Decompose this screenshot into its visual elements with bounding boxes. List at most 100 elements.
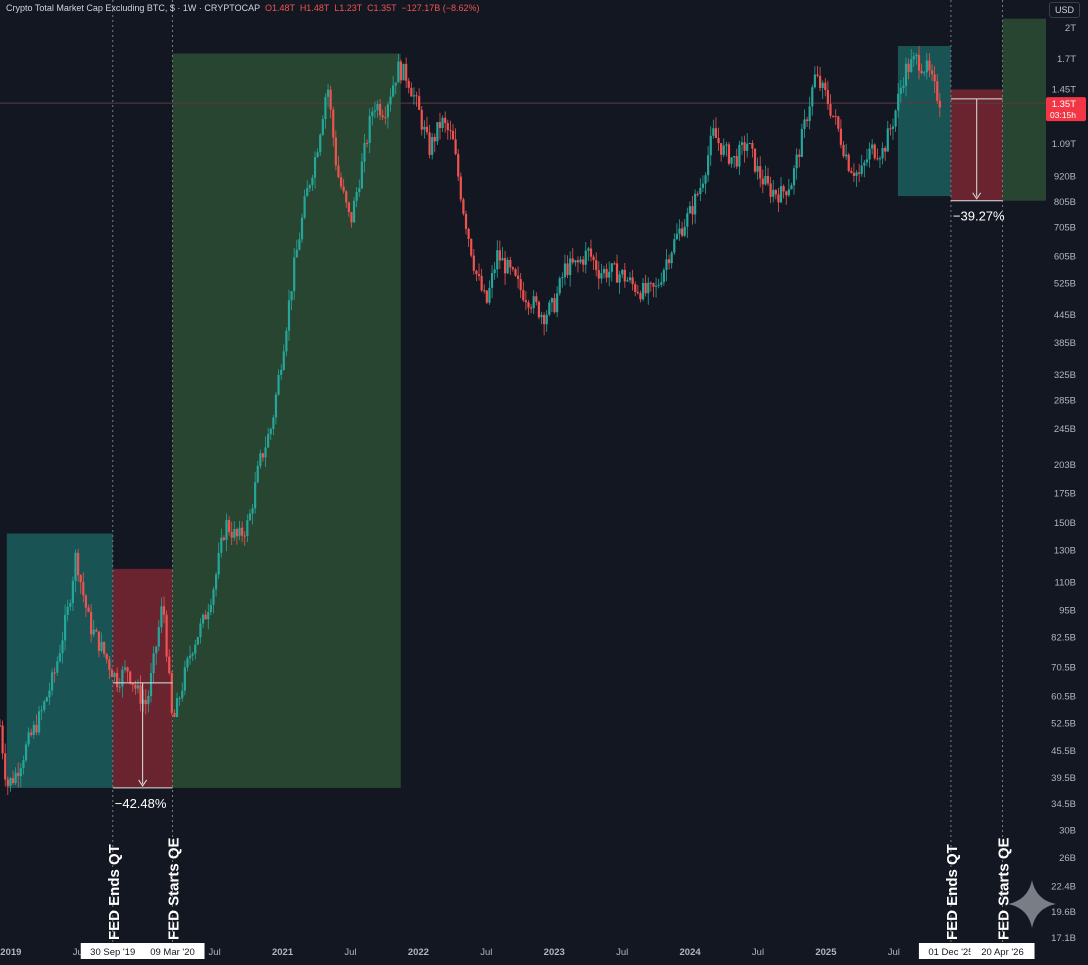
candle-body bbox=[766, 176, 770, 184]
candle-body bbox=[136, 685, 140, 689]
candle-body bbox=[691, 206, 694, 215]
candle-body bbox=[95, 629, 98, 632]
candle-body bbox=[186, 658, 189, 668]
candle-body bbox=[412, 95, 416, 97]
candle-body bbox=[329, 89, 332, 110]
candle-body bbox=[418, 96, 421, 110]
candle-body bbox=[214, 574, 218, 590]
candle-body bbox=[63, 614, 67, 641]
candle-body bbox=[514, 269, 517, 276]
candle-body bbox=[196, 637, 199, 645]
candle-body bbox=[376, 104, 379, 111]
candle-body bbox=[602, 268, 606, 274]
candle-body bbox=[910, 59, 913, 72]
price-tick-label: 445B bbox=[1054, 310, 1076, 321]
candle-body bbox=[772, 189, 775, 197]
candle-body bbox=[503, 258, 507, 274]
time-tick-label: Jul bbox=[344, 947, 356, 958]
candle-body bbox=[826, 90, 829, 105]
candle-body bbox=[787, 189, 790, 196]
candle-body bbox=[337, 165, 340, 178]
currency-button[interactable]: USD bbox=[1048, 2, 1080, 18]
current-price-tag bbox=[1046, 97, 1086, 122]
time-highlight-box bbox=[140, 943, 205, 959]
candle-body bbox=[58, 653, 61, 662]
time-axis: 2019 Jul 30 Sep '19 09 Mar '20 Jul 2021 Jul 202… bbox=[0, 942, 1046, 962]
candle-body bbox=[621, 269, 624, 275]
candle-body bbox=[454, 139, 457, 155]
candle-body bbox=[540, 314, 543, 318]
candle-body bbox=[82, 582, 85, 596]
candle-body bbox=[259, 453, 262, 466]
candle-body bbox=[563, 263, 567, 278]
candle-body bbox=[475, 270, 478, 275]
candle-body bbox=[782, 186, 785, 192]
candle-body bbox=[805, 119, 809, 121]
candle-body bbox=[743, 142, 746, 151]
candle-body bbox=[199, 623, 202, 638]
candle-body bbox=[652, 283, 655, 287]
candle-body bbox=[407, 80, 410, 88]
candle-body bbox=[306, 188, 309, 197]
candle-body bbox=[204, 614, 207, 620]
candle-body bbox=[537, 301, 541, 318]
current-price-countdown: 03:15h bbox=[1050, 110, 1076, 120]
candle-body bbox=[168, 656, 171, 673]
price-tick-label: 82.5B bbox=[1051, 632, 1076, 643]
candle-body bbox=[673, 239, 676, 253]
candle-body bbox=[1, 725, 4, 754]
candle-body bbox=[925, 60, 928, 73]
price-tick-label: 2T bbox=[1065, 23, 1076, 34]
candle-body bbox=[61, 640, 64, 654]
candle-body bbox=[774, 189, 777, 195]
candle-body bbox=[131, 682, 134, 685]
candle-body bbox=[714, 128, 718, 138]
symbol-title[interactable]: Crypto Total Market Cap Excluding BTC, $… bbox=[6, 3, 260, 13]
price-tick-label: 26B bbox=[1059, 853, 1076, 864]
price-tick-label: 17.1B bbox=[1051, 933, 1076, 944]
candle-body bbox=[884, 147, 887, 152]
candle-body bbox=[556, 293, 559, 313]
candle-body bbox=[428, 132, 431, 155]
candle-body bbox=[459, 176, 462, 200]
time-highlight-label: 01 Dec '25 bbox=[928, 947, 973, 958]
candle-body bbox=[238, 527, 241, 537]
candle-body bbox=[32, 724, 35, 735]
candle-body bbox=[220, 537, 223, 553]
candle-body bbox=[173, 712, 176, 718]
candle-body bbox=[9, 778, 12, 786]
candle-body bbox=[595, 260, 598, 271]
candle-body bbox=[19, 768, 22, 777]
candle-body bbox=[561, 277, 564, 279]
candle-body bbox=[358, 188, 361, 192]
candle-body bbox=[615, 263, 619, 283]
candle-body bbox=[548, 302, 551, 315]
candle-body bbox=[811, 87, 814, 107]
candle-body bbox=[592, 256, 595, 261]
candle-body bbox=[300, 217, 304, 240]
candle-body bbox=[675, 233, 678, 240]
time-tick-label: 2024 bbox=[680, 947, 702, 958]
price-tick-label: 34.5B bbox=[1051, 799, 1076, 810]
price-tick-label: 60.5B bbox=[1051, 692, 1076, 703]
candle-body bbox=[37, 711, 41, 733]
candle-body bbox=[436, 122, 439, 142]
candle-body bbox=[623, 269, 626, 282]
candle-body bbox=[316, 152, 319, 158]
time-tick-label: Jul bbox=[209, 947, 221, 958]
candle-body bbox=[139, 685, 142, 704]
candle-body bbox=[4, 753, 7, 780]
candle-body bbox=[415, 95, 418, 97]
candle-body bbox=[462, 199, 465, 214]
candle-body bbox=[116, 672, 119, 688]
candle-body bbox=[839, 128, 843, 145]
candle-body bbox=[405, 63, 408, 81]
candle-body bbox=[449, 130, 452, 132]
candle-body bbox=[384, 117, 387, 119]
candle-body bbox=[657, 284, 660, 286]
candle-body bbox=[571, 258, 574, 263]
candle-body bbox=[553, 298, 556, 313]
candle-body bbox=[472, 255, 475, 271]
